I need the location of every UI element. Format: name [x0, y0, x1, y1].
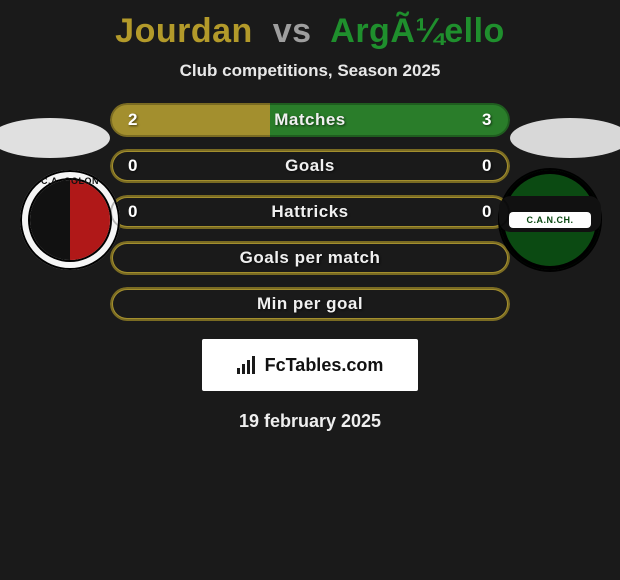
player-right-name: ArgÃ¼ello: [330, 12, 505, 50]
stat-label: Matches: [274, 110, 346, 130]
brand-text: FcTables.com: [265, 355, 384, 376]
stat-bar-gpm: Goals per match: [110, 241, 510, 275]
stat-label: Hattricks: [271, 202, 348, 222]
vs-label: vs: [273, 12, 312, 50]
player-left-name: Jourdan: [115, 12, 253, 50]
club-badge-right-text: C.A.N.CH.: [509, 212, 591, 228]
club-badge-right: C.A.N.CH.: [500, 170, 600, 270]
stat-left-value: 2: [128, 110, 138, 130]
club-badge-left-text: C.A. COLON: [20, 176, 120, 186]
date-label: 19 february 2025: [0, 411, 620, 432]
player-right-avatar: [510, 118, 620, 158]
page-title: Jourdan vs ArgÃ¼ello: [0, 8, 620, 61]
stat-bar-matches: 2 3 Matches: [110, 103, 510, 137]
stat-bars: 2 3 Matches 0 0 Goals 0 0 Hattricks Goals per mat…: [110, 103, 510, 321]
bar-chart-icon: [237, 356, 259, 374]
infographic-root: Jourdan vs ArgÃ¼ello Club competitions, …: [0, 0, 620, 432]
stat-bar-mpg: Min per goal: [110, 287, 510, 321]
stat-left-value: 0: [128, 156, 138, 176]
club-badge-left: C.A. COLON: [20, 170, 120, 270]
stat-bar-hattricks: 0 0 Hattricks: [110, 195, 510, 229]
stat-label: Goals per match: [240, 248, 381, 268]
stat-right-value: 0: [482, 202, 492, 222]
stat-label: Goals: [285, 156, 335, 176]
stat-right-value: 3: [482, 110, 492, 130]
stat-bar-goals: 0 0 Goals: [110, 149, 510, 183]
subtitle: Club competitions, Season 2025: [0, 61, 620, 81]
stat-right-value: 0: [482, 156, 492, 176]
stat-left-value: 0: [128, 202, 138, 222]
player-left-avatar: [0, 118, 110, 158]
brand-box: FcTables.com: [202, 339, 418, 391]
stat-label: Min per goal: [257, 294, 363, 314]
